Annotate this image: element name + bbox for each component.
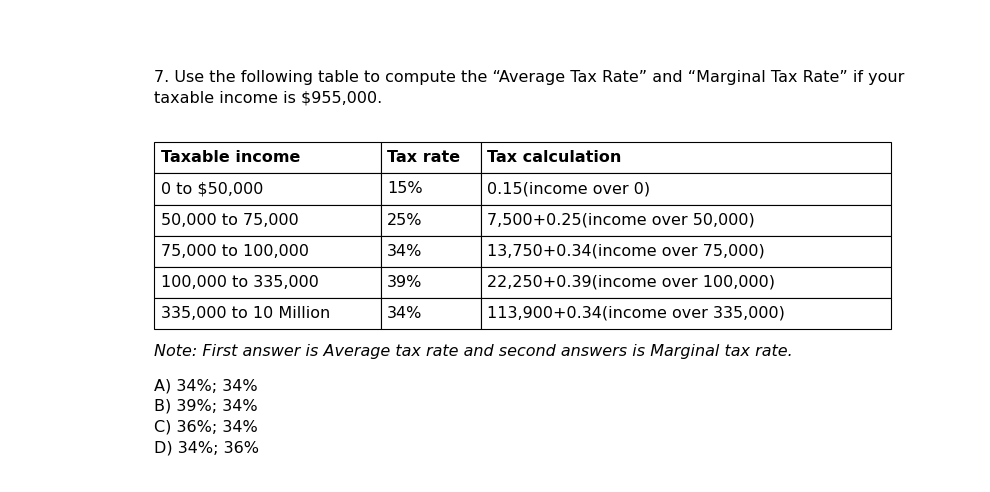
Text: 0.15(income over 0): 0.15(income over 0) bbox=[487, 182, 649, 196]
Text: 34%: 34% bbox=[387, 244, 423, 259]
Text: 7. Use the following table to compute the “Average Tax Rate” and “Marginal Tax R: 7. Use the following table to compute th… bbox=[154, 70, 905, 105]
Text: Note: First answer is Average tax rate and second answers is Marginal tax rate.: Note: First answer is Average tax rate a… bbox=[154, 344, 793, 359]
Bar bbox=[154, 205, 381, 236]
Bar bbox=[381, 142, 480, 174]
Bar bbox=[381, 298, 480, 329]
Text: 15%: 15% bbox=[387, 182, 423, 196]
Text: 113,900+0.34(income over 335,000): 113,900+0.34(income over 335,000) bbox=[487, 306, 784, 321]
Text: D) 34%; 36%: D) 34%; 36% bbox=[154, 440, 259, 456]
Bar bbox=[381, 236, 480, 267]
Bar bbox=[154, 298, 381, 329]
Bar bbox=[154, 236, 381, 267]
Text: 25%: 25% bbox=[387, 213, 423, 227]
Text: 34%: 34% bbox=[387, 306, 423, 321]
Text: 100,000 to 335,000: 100,000 to 335,000 bbox=[160, 275, 319, 290]
Bar bbox=[480, 205, 891, 236]
Bar bbox=[154, 174, 381, 205]
Text: Tax calculation: Tax calculation bbox=[487, 151, 621, 165]
Text: Taxable income: Taxable income bbox=[160, 151, 300, 165]
Bar bbox=[480, 298, 891, 329]
Text: A) 34%; 34%: A) 34%; 34% bbox=[154, 378, 258, 393]
Text: 13,750+0.34(income over 75,000): 13,750+0.34(income over 75,000) bbox=[487, 244, 764, 259]
Text: C) 36%; 34%: C) 36%; 34% bbox=[154, 420, 258, 435]
Bar bbox=[480, 142, 891, 174]
Bar bbox=[154, 267, 381, 298]
Bar bbox=[381, 205, 480, 236]
Text: 50,000 to 75,000: 50,000 to 75,000 bbox=[160, 213, 298, 227]
Text: 22,250+0.39(income over 100,000): 22,250+0.39(income over 100,000) bbox=[487, 275, 774, 290]
Text: 39%: 39% bbox=[387, 275, 423, 290]
Text: 0 to $50,000: 0 to $50,000 bbox=[160, 182, 263, 196]
Bar bbox=[480, 174, 891, 205]
Bar bbox=[480, 236, 891, 267]
Bar bbox=[381, 267, 480, 298]
Bar bbox=[480, 267, 891, 298]
Text: B) 39%; 34%: B) 39%; 34% bbox=[154, 399, 258, 414]
Text: 7,500+0.25(income over 50,000): 7,500+0.25(income over 50,000) bbox=[487, 213, 754, 227]
Text: 335,000 to 10 Million: 335,000 to 10 Million bbox=[160, 306, 330, 321]
Bar bbox=[381, 174, 480, 205]
Text: 75,000 to 100,000: 75,000 to 100,000 bbox=[160, 244, 309, 259]
Text: Tax rate: Tax rate bbox=[387, 151, 460, 165]
Bar bbox=[154, 142, 381, 174]
